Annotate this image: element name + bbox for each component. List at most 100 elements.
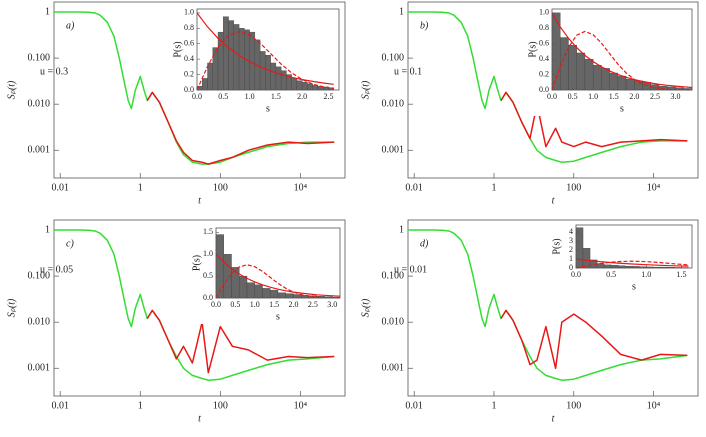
histogram-bar [601, 68, 610, 91]
inset-x-tick-label: 2.5 [308, 300, 318, 309]
inset-background [190, 224, 344, 324]
inset-frame [575, 224, 693, 269]
x-tick-label: 100 [566, 400, 581, 411]
inset-y-tick-label: 1 [569, 254, 573, 263]
histogram-bar [265, 55, 271, 91]
inset-y-tick-label: 0 [569, 263, 573, 272]
y-tick-label: 0.001 [382, 145, 405, 156]
inset-y-tick-label: 1.0 [539, 8, 549, 17]
y-axis-label: Sₚ(t) [6, 80, 17, 99]
series-line [146, 309, 335, 374]
x-axis-label: t [198, 195, 201, 206]
inset-x-tick-label: 3.0 [327, 300, 337, 309]
histogram-bar [249, 31, 256, 91]
inset-y-tick-label: 2 [569, 245, 573, 254]
inset-y-tick-label: 0.0 [184, 85, 194, 94]
x-tick-label: 0.01 [51, 400, 69, 411]
histogram-bar [617, 75, 627, 91]
inset-y-label: P(s) [527, 41, 538, 57]
histogram-bar [259, 51, 266, 91]
histogram-bar [215, 234, 224, 299]
inset-x-tick-label: 1.0 [250, 300, 260, 309]
annotation: u = 0.01 [394, 264, 427, 275]
inset-x-tick-label: 2.0 [297, 92, 307, 101]
histogram-bar [277, 292, 286, 299]
y-tick-label: 0.010 [28, 316, 51, 327]
y-tick-label: 0.010 [382, 98, 405, 109]
inset-y-tick-label: 0.4 [539, 54, 549, 63]
inset-y-tick-label: 0.2 [184, 69, 194, 78]
histogram-bar [568, 45, 577, 91]
histogram-bar [280, 70, 287, 91]
inset-curve [215, 253, 341, 297]
inset-y-tick-label: 0.0 [203, 293, 213, 302]
y-tick-label: 0.001 [382, 363, 405, 374]
histogram-bar [610, 265, 619, 269]
inset-x-tick-label: 0.0 [547, 92, 557, 101]
histogram-bar [270, 62, 277, 91]
x-tick-label: 100 [213, 400, 228, 411]
y-tick-label: 1 [45, 6, 50, 17]
inset-x-tick-label: 1.0 [641, 270, 651, 279]
inset-curve [551, 12, 693, 89]
inset-y-tick-label: 0.0 [539, 85, 549, 94]
histogram-bar [207, 62, 213, 91]
histogram-bar [239, 275, 248, 299]
x-tick-label: 10⁴ [647, 182, 661, 193]
inset-x-label: s [632, 281, 636, 292]
inset-x-tick-label: 0.5 [218, 92, 228, 101]
inset-x-tick-label: 2.5 [323, 92, 333, 101]
annotation: u = 0.05 [40, 264, 73, 275]
inset-x-tick-label: 1.5 [269, 300, 279, 309]
histogram-bar [275, 66, 282, 91]
x-tick-label: 1 [491, 182, 496, 193]
x-tick-label: 1 [138, 400, 143, 411]
y-axis-label: Sₚ(t) [360, 298, 371, 317]
inset-x-label: s [266, 103, 270, 114]
x-axis-label: t [198, 413, 201, 424]
y-axis-label: Sₚ(t) [6, 298, 17, 317]
inset-x-tick-label: 1.5 [609, 92, 619, 101]
inset-y-tick-label: 0.8 [184, 23, 194, 32]
y-tick-label: 0.100 [382, 52, 405, 63]
inset-y-tick-label: 4 [569, 227, 573, 236]
histogram-bar [625, 78, 635, 91]
inset-y-tick-label: 0.8 [539, 23, 549, 32]
panel-label: c) [66, 238, 74, 249]
inset-x-tick-label: 0.5 [568, 92, 578, 101]
series-line [500, 91, 688, 148]
y-tick-label: 0.001 [28, 145, 51, 156]
y-axis-label: Sₚ(t) [360, 80, 371, 99]
y-tick-label: 0.100 [28, 270, 51, 281]
inset-frame [215, 227, 341, 299]
panel-label: d) [420, 238, 429, 249]
histogram-bar [238, 28, 245, 91]
inset-x-tick-label: 0.5 [230, 300, 240, 309]
inset-y-tick-label: 0.5 [203, 271, 213, 280]
inset-curve [196, 12, 334, 85]
y-tick-label: 1 [399, 224, 404, 235]
histogram-bar [291, 78, 298, 91]
inset-y-tick-label: 3 [569, 236, 573, 245]
inset-x-label: s [620, 103, 624, 114]
inset-curve [196, 30, 334, 91]
histogram-bar [246, 282, 255, 299]
y-tick-label: 0.001 [28, 363, 51, 374]
inset-x-tick-label: 0.0 [571, 270, 581, 279]
inset-x-tick-label: 1.5 [676, 270, 686, 279]
inset-x-label: s [276, 311, 280, 322]
inset-x-tick-label: 2.0 [629, 92, 639, 101]
histogram-bar [592, 65, 602, 91]
histogram-bar [285, 293, 294, 299]
y-tick-label: 0.010 [382, 316, 405, 327]
x-tick-label: 1 [491, 400, 496, 411]
y-tick-label: 1 [399, 6, 404, 17]
panel-label: a) [66, 20, 75, 31]
x-tick-label: 10⁴ [647, 400, 661, 411]
inset-x-tick-label: 2.0 [289, 300, 299, 309]
histogram-bar [212, 47, 219, 91]
panel-label: b) [420, 20, 429, 31]
x-tick-label: 100 [213, 182, 228, 193]
histogram-bar [576, 52, 586, 91]
x-tick-label: 100 [566, 182, 581, 193]
